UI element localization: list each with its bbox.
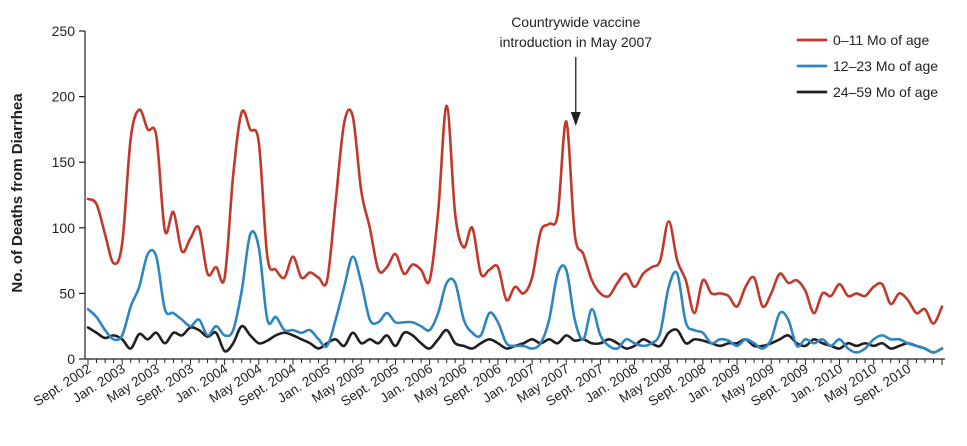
series-line-1 [86,104,944,325]
legend-label: 12–23 Mo of age [833,58,938,74]
annotation-line-2: introduction in May 2007 [500,34,653,50]
y-tick-label: 50 [59,285,75,301]
legend-label: 0–11 Mo of age [833,32,929,48]
y-tick-label: 200 [52,89,76,105]
y-axis-title: No. of Deaths from Diarrhea [9,93,26,293]
y-tick-label: 0 [67,351,75,367]
series-line-2 [86,230,944,354]
y-tick-label: 250 [52,23,76,39]
y-tick-label: 100 [52,220,76,236]
annotation-line-1: Countrywide vaccine [511,14,640,30]
series-group [86,104,944,354]
series-line-3 [86,324,944,354]
vaccine-annotation: Countrywide vaccine introduction in May … [500,14,653,126]
y-axis: 0 50 100 150 200 250 [52,23,86,367]
y-tick-label: 150 [52,154,76,170]
annotation-arrowhead [570,112,581,126]
legend: 0–11 Mo of age 12–23 Mo of age 24–59 Mo of… [796,32,938,100]
legend-label: 24–59 Mo of age [833,84,938,100]
